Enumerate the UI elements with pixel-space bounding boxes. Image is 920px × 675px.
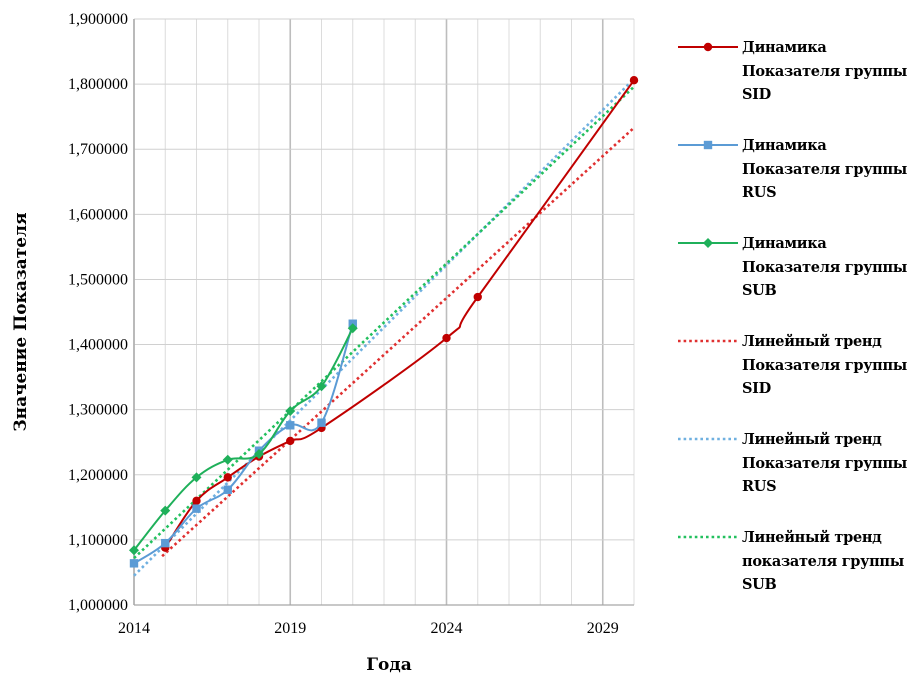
- data-point: [316, 381, 327, 392]
- legend-label: Динамика Показателя группы SID: [742, 39, 908, 103]
- trend-line: [161, 126, 635, 558]
- data-point: [223, 485, 232, 494]
- data-point: [703, 140, 713, 150]
- legend-swatch: [678, 437, 738, 441]
- y-tick-label: 1,700000: [68, 141, 128, 158]
- y-tick-label: 1,800000: [68, 76, 128, 93]
- y-tick-label: 1,500000: [68, 271, 128, 288]
- series-trend-5: [133, 85, 635, 560]
- series-trend-3: [161, 126, 635, 558]
- series-line: [164, 79, 635, 549]
- legend-label: Динамика Показателя группы SUB: [742, 235, 908, 299]
- data-point: [285, 405, 296, 416]
- legend-item: Линейный тренд Показателя группы SID: [676, 330, 920, 428]
- y-tick-label: 1,600000: [68, 206, 128, 223]
- legend-swatch: [678, 42, 738, 52]
- legend-item: Линейный тренд показателя группы SUB: [676, 526, 920, 624]
- y-tick-label: 1,300000: [68, 402, 128, 419]
- legend-label: Линейный тренд Показателя группы RUS: [742, 431, 908, 495]
- legend-swatch: [678, 238, 738, 248]
- data-point: [442, 333, 451, 343]
- chart-series: [129, 76, 639, 577]
- legend-label: Линейный тренд показателя группы SUB: [742, 529, 904, 593]
- data-point: [192, 504, 201, 513]
- data-point: [347, 323, 358, 334]
- data-point: [191, 472, 202, 483]
- legend-item: Динамика Показателя группы SID: [676, 36, 920, 134]
- y-tick-label: 1,200000: [68, 467, 128, 484]
- legend-swatch: [678, 339, 738, 343]
- legend-swatch: [678, 140, 738, 150]
- legend-label: Линейный тренд Показателя группы SID: [742, 333, 908, 397]
- data-point: [473, 292, 482, 302]
- data-point: [222, 454, 233, 465]
- x-axis-title: Года: [366, 655, 411, 675]
- series-0: [161, 76, 639, 552]
- legend-item: Динамика Показателя группы RUS: [676, 134, 920, 232]
- trend-line: [133, 85, 635, 560]
- chart-grid: [133, 18, 635, 606]
- data-point: [129, 559, 139, 568]
- legend-item: Линейный тренд Показателя группы RUS: [676, 428, 920, 526]
- data-point: [629, 76, 639, 85]
- x-tick-label: 2019: [274, 620, 306, 637]
- data-point: [286, 436, 295, 446]
- data-point: [703, 238, 713, 248]
- series-2: [129, 323, 358, 556]
- data-point: [223, 473, 232, 482]
- y-tick-label: 1,100000: [68, 532, 128, 549]
- y-tick-label: 1,400000: [68, 337, 128, 354]
- chart-axes: [133, 19, 634, 606]
- chart-canvas: 1,000000 1,100000 1,200000 1,300000 1,400000…: [11, 11, 639, 675]
- y-tick-label: 1,000000: [68, 597, 128, 614]
- data-point: [192, 496, 201, 506]
- series-line: [133, 327, 354, 551]
- data-point: [254, 448, 264, 459]
- x-tick-label: 2014: [118, 620, 150, 637]
- data-point: [317, 418, 326, 427]
- data-point: [160, 505, 171, 516]
- chart-tick-labels: 1,000000 1,100000 1,200000 1,300000 1,400000…: [68, 11, 619, 637]
- x-tick-label: 2029: [587, 620, 619, 637]
- y-axis-title: Значение Показателя: [11, 212, 31, 431]
- data-point: [129, 545, 139, 556]
- y-tick-label: 1,900000: [68, 11, 128, 28]
- legend-swatch: [678, 535, 738, 539]
- legend-label: Динамика Показателя группы RUS: [742, 137, 908, 201]
- data-point: [286, 421, 295, 430]
- x-tick-label: 2024: [431, 620, 463, 637]
- data-point: [703, 42, 713, 52]
- data-point: [161, 538, 170, 548]
- chart-legend: Динамика Показателя группы SID Динамика П…: [676, 36, 920, 624]
- legend-item: Динамика Показателя группы SUB: [676, 232, 920, 330]
